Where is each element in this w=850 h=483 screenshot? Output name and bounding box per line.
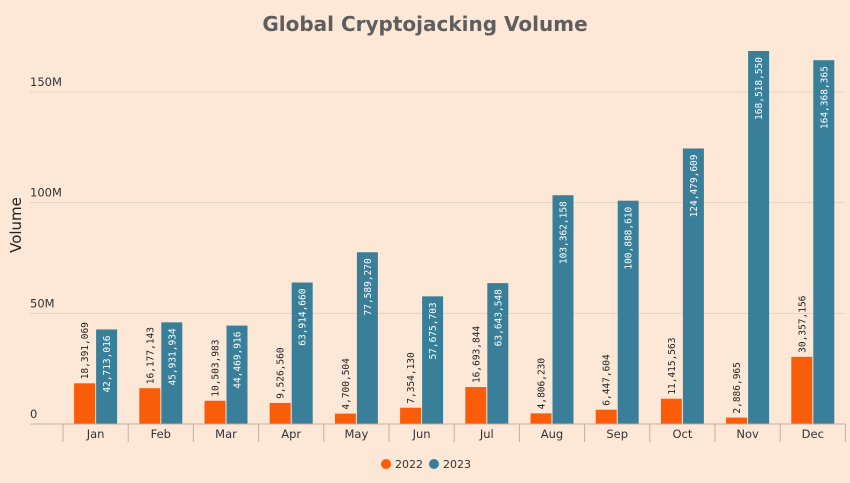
- x-tick-label: Feb: [151, 427, 171, 441]
- x-tick-label: Dec: [802, 427, 824, 441]
- bar-2022: [791, 356, 813, 424]
- data-label-2022: 18,391,069: [80, 322, 91, 379]
- bar-2023: [682, 148, 704, 424]
- data-label-2022: 9,526,560: [276, 347, 287, 399]
- x-tick-label: Sep: [606, 427, 628, 441]
- x-tick-label: May: [345, 427, 369, 441]
- data-label-2022: 7,354,130: [406, 352, 417, 404]
- legend-label-2023: 2023: [443, 458, 471, 471]
- data-label-2022: 30,357,156: [797, 295, 808, 352]
- bar-2022: [139, 388, 161, 424]
- data-label-2023: 45,931,934: [167, 328, 178, 385]
- y-tick-label: 0: [30, 407, 37, 421]
- bar-2022: [595, 409, 617, 424]
- chart-title: Global Cryptojacking Volume: [262, 12, 587, 36]
- bar-2023: [422, 296, 444, 424]
- bar-2023: [161, 322, 183, 424]
- x-tick-label: Nov: [736, 427, 759, 441]
- y-axis-label: Volume: [7, 197, 25, 253]
- data-label-2022: 16,693,844: [471, 326, 482, 383]
- x-tick-label: Jul: [479, 427, 494, 441]
- bar-2023: [226, 325, 248, 424]
- x-tick-label: Oct: [672, 427, 692, 441]
- x-axis: Jan Feb Mar Apr May Jun Jul Aug Sep Oct Nov Dec: [30, 423, 846, 442]
- legend: 2022 2023: [381, 458, 471, 471]
- bars: [74, 51, 835, 425]
- data-label-2023: 164,368,365: [819, 66, 830, 129]
- y-tick-label: 100M: [30, 186, 62, 200]
- bar-2023: [96, 329, 118, 424]
- bar-2022: [269, 402, 291, 424]
- data-label-2022: 6,447,604: [602, 354, 613, 406]
- bar-2023: [291, 282, 313, 424]
- data-label-2022: 16,177,143: [145, 327, 156, 384]
- bar-2022: [204, 400, 226, 424]
- data-label-2022: 11,415,563: [667, 338, 678, 395]
- bar-2022: [530, 413, 552, 424]
- bar-2023: [617, 200, 639, 424]
- data-label-2022: 4,700,504: [341, 358, 352, 410]
- data-label-2023: 124,479,609: [689, 154, 700, 217]
- data-label-2022: 4,806,230: [537, 358, 548, 410]
- bar-2023: [487, 283, 509, 424]
- data-label-2023: 63,643,548: [493, 289, 504, 346]
- data-label-2023: 100,888,610: [624, 206, 635, 269]
- bar-2023: [813, 60, 835, 424]
- bar-2022: [334, 413, 356, 424]
- x-tick-label: Apr: [281, 427, 301, 441]
- x-tick-label: Jan: [86, 427, 105, 441]
- bar-2023: [748, 51, 770, 425]
- y-tick-label: 50M: [30, 296, 55, 310]
- data-label-2022: 2,886,965: [732, 362, 743, 413]
- bar-data-labels: 18,391,069 42,713,016 16,177,143 45,931,934…: [80, 57, 830, 414]
- x-tick-label: Aug: [541, 427, 563, 441]
- legend-label-2022: 2022: [395, 458, 423, 471]
- y-tick-label: 150M: [30, 75, 62, 89]
- data-label-2023: 103,362,158: [559, 201, 570, 264]
- data-label-2023: 42,713,016: [102, 335, 113, 392]
- data-label-2023: 44,469,916: [233, 331, 244, 388]
- bar-2022: [400, 407, 422, 424]
- data-label-2023: 168,518,550: [754, 57, 765, 120]
- bar-2023: [552, 195, 574, 424]
- bar-2023: [356, 252, 378, 424]
- bar-2022: [726, 417, 748, 424]
- data-label-2023: 77,589,270: [363, 258, 374, 315]
- gridlines: [30, 91, 845, 314]
- legend-marker-2023: [429, 459, 439, 469]
- data-label-2023: 57,675,703: [428, 302, 439, 359]
- x-tick-label: Mar: [215, 427, 237, 441]
- y-axis-ticks: 0 50M 100M 150M: [30, 75, 62, 421]
- data-label-2023: 63,914,660: [298, 288, 309, 345]
- bar-2022: [465, 387, 487, 424]
- legend-marker-2022: [381, 459, 391, 469]
- bar-2022: [660, 398, 682, 424]
- bar-2022: [74, 383, 96, 424]
- x-tick-label: Jun: [412, 427, 431, 441]
- data-label-2022: 10,503,983: [211, 340, 222, 397]
